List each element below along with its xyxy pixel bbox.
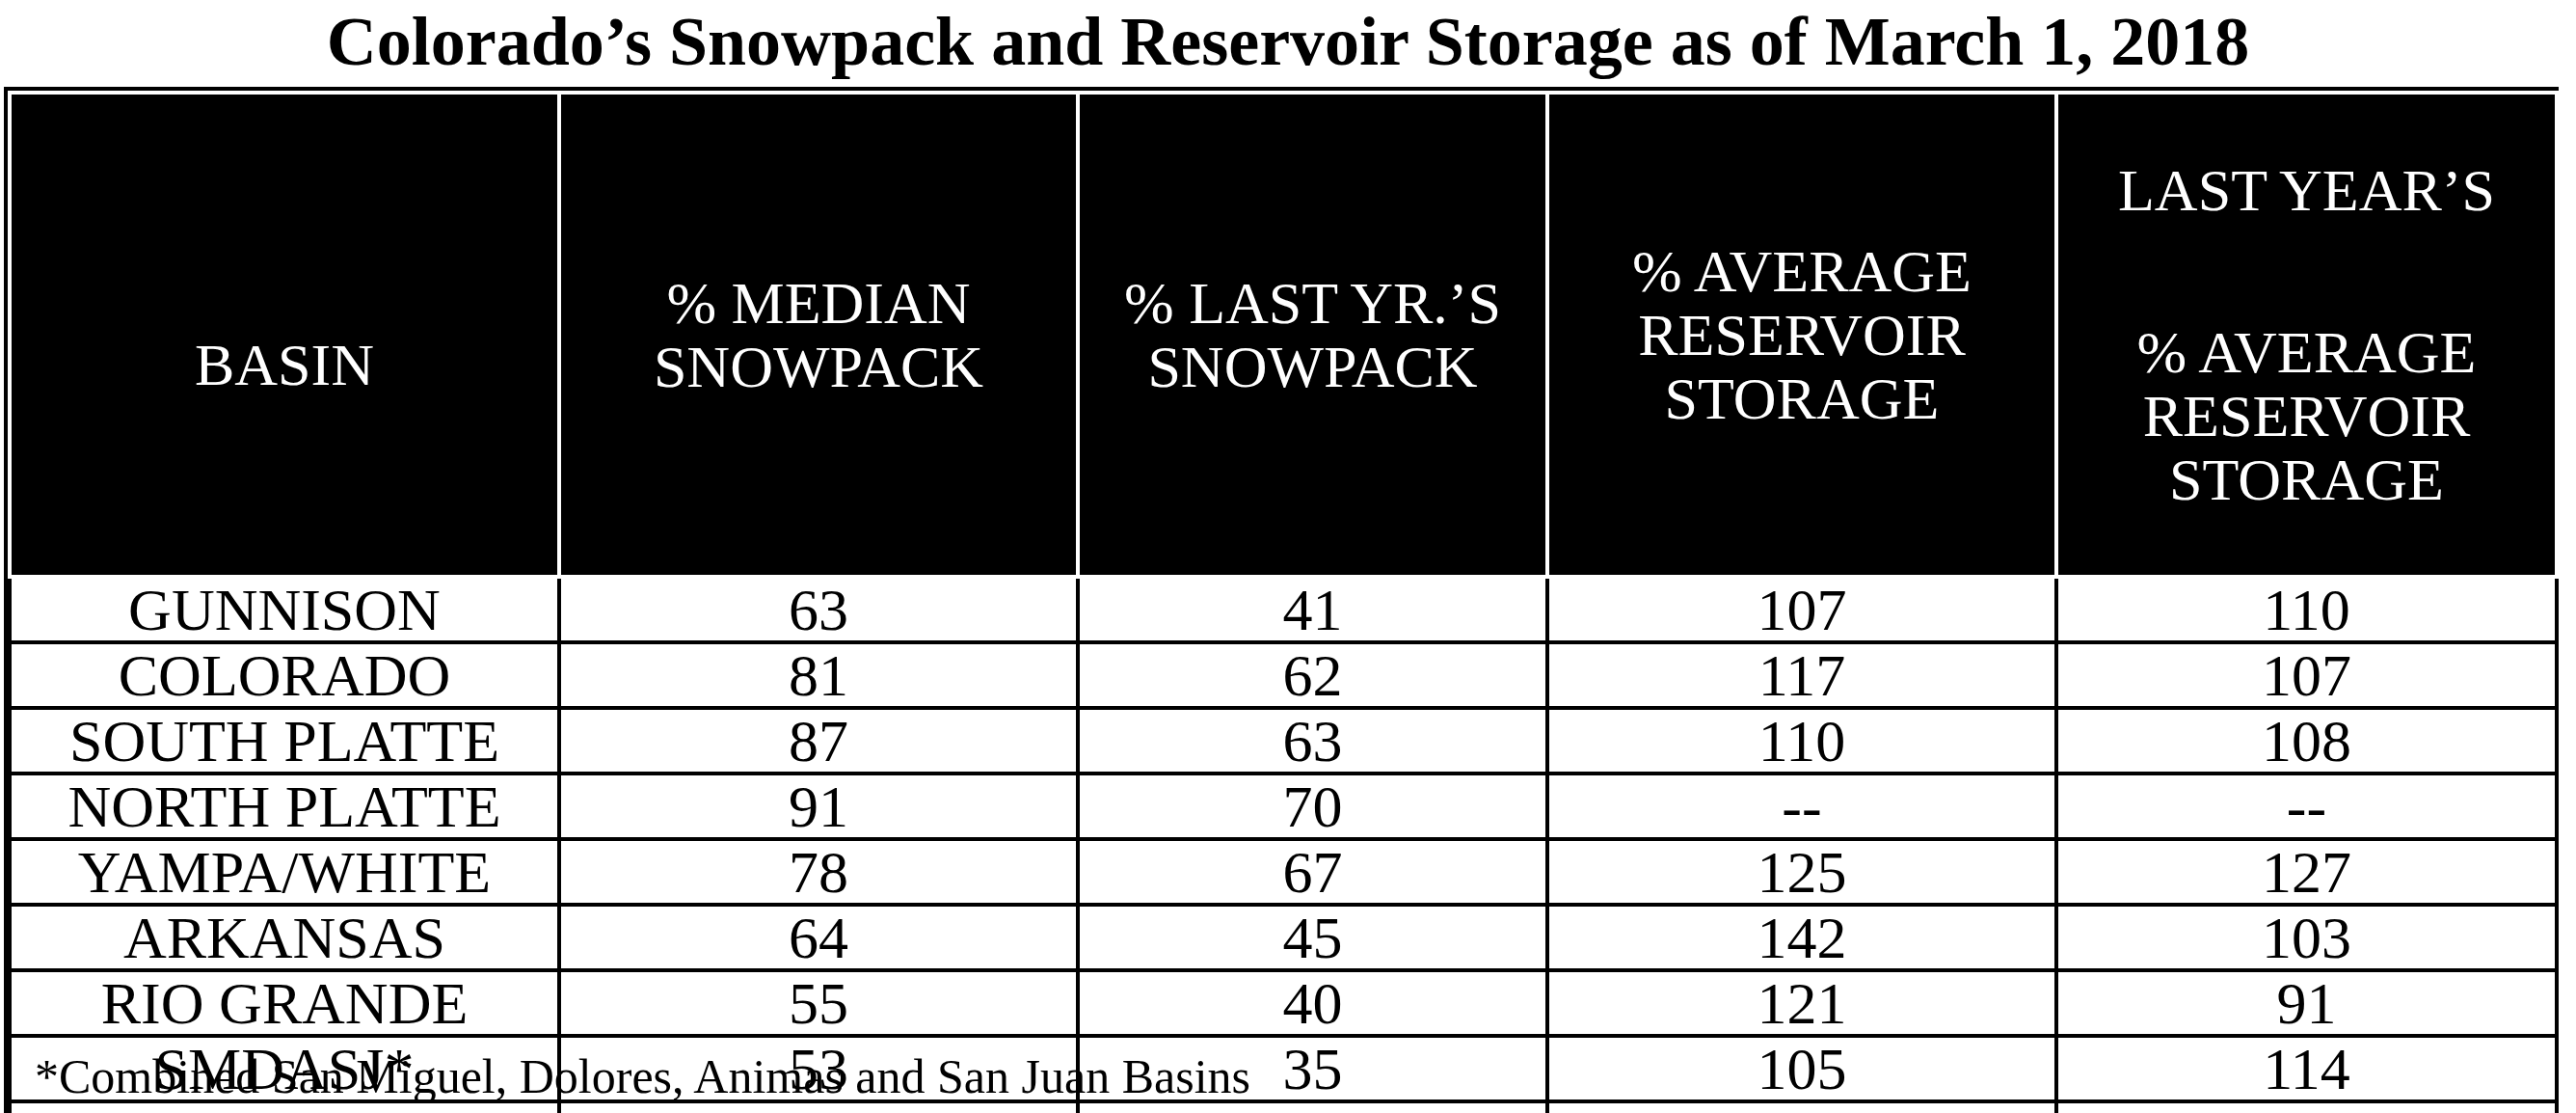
cell-median-snowpack: 64 bbox=[559, 905, 1078, 970]
cell-last-year-avg-reservoir-storage: 108 bbox=[2056, 1101, 2557, 1113]
cell-last-year-snowpack: 45 bbox=[1078, 905, 1547, 970]
cell-last-year-snowpack: 70 bbox=[1078, 774, 1547, 839]
cell-basin: GUNNISON bbox=[10, 577, 559, 642]
cell-basin: COLORADO bbox=[10, 642, 559, 708]
cell-median-snowpack: 91 bbox=[559, 774, 1078, 839]
table-row: SOUTH PLATTE 87 63 110 108 bbox=[10, 708, 2557, 774]
cell-median-snowpack: 63 bbox=[559, 577, 1078, 642]
table-row: ARKANSAS 64 45 142 103 bbox=[10, 905, 2557, 970]
cell-avg-reservoir-storage: 116 bbox=[1547, 1101, 2056, 1113]
cell-basin: RIO GRANDE bbox=[10, 970, 559, 1036]
cell-avg-reservoir-storage: 110 bbox=[1547, 708, 2056, 774]
column-header-median-snowpack: % MEDIAN SNOWPACK bbox=[559, 93, 1078, 577]
cell-last-year-avg-reservoir-storage: -- bbox=[2056, 774, 2557, 839]
header-line-avg-reservoir-storage: % AVERAGE RESERVOIR STORAGE bbox=[2058, 320, 2555, 511]
table-row: NORTH PLATTE 91 70 -- -- bbox=[10, 774, 2557, 839]
table-body: GUNNISON 63 41 107 110 COLORADO 81 62 11… bbox=[10, 577, 2557, 1113]
column-header-avg-reservoir-storage: % AVERAGE RESERVOIR STORAGE bbox=[1547, 93, 2056, 577]
page-title: Colorado’s Snowpack and Reservoir Storag… bbox=[0, 0, 2576, 83]
cell-last-year-avg-reservoir-storage: 110 bbox=[2056, 577, 2557, 642]
table-row: YAMPA/WHITE 78 67 125 127 bbox=[10, 839, 2557, 905]
cell-last-year-snowpack: 62 bbox=[1078, 642, 1547, 708]
cell-last-year-snowpack: 67 bbox=[1078, 839, 1547, 905]
cell-last-year-avg-reservoir-storage: 91 bbox=[2056, 970, 2557, 1036]
cell-avg-reservoir-storage: 125 bbox=[1547, 839, 2056, 905]
cell-avg-reservoir-storage: 107 bbox=[1547, 577, 2056, 642]
cell-last-year-avg-reservoir-storage: 103 bbox=[2056, 905, 2557, 970]
column-header-basin: BASIN bbox=[10, 93, 559, 577]
cell-basin: NORTH PLATTE bbox=[10, 774, 559, 839]
cell-last-year-avg-reservoir-storage: 108 bbox=[2056, 708, 2557, 774]
cell-last-year-snowpack: 63 bbox=[1078, 708, 1547, 774]
column-header-last-year-avg-reservoir-storage: LAST YEAR’S % AVERAGE RESERVOIR STORAGE bbox=[2056, 93, 2557, 577]
cell-basin: YAMPA/WHITE bbox=[10, 839, 559, 905]
table-header: BASIN % MEDIAN SNOWPACK % LAST YR.’S SNO… bbox=[10, 93, 2557, 577]
table-frame: BASIN % MEDIAN SNOWPACK % LAST YR.’S SNO… bbox=[4, 87, 2559, 1113]
header-row: BASIN % MEDIAN SNOWPACK % LAST YR.’S SNO… bbox=[10, 93, 2557, 577]
cell-avg-reservoir-storage: 117 bbox=[1547, 642, 2056, 708]
table-row: GUNNISON 63 41 107 110 bbox=[10, 577, 2557, 642]
footnote: *Combined San Miguel, Dolores, Animas an… bbox=[35, 1047, 1250, 1105]
cell-median-snowpack: 78 bbox=[559, 839, 1078, 905]
table-row: COLORADO 81 62 117 107 bbox=[10, 642, 2557, 708]
cell-last-year-snowpack: 40 bbox=[1078, 970, 1547, 1036]
cell-median-snowpack: 81 bbox=[559, 642, 1078, 708]
cell-last-year-avg-reservoir-storage: 114 bbox=[2056, 1036, 2557, 1101]
header-line-last-years: LAST YEAR’S bbox=[2058, 158, 2555, 222]
cell-median-snowpack: 55 bbox=[559, 970, 1078, 1036]
cell-last-year-snowpack: 41 bbox=[1078, 577, 1547, 642]
cell-avg-reservoir-storage: -- bbox=[1547, 774, 2056, 839]
snowpack-reservoir-table: BASIN % MEDIAN SNOWPACK % LAST YR.’S SNO… bbox=[8, 91, 2559, 1113]
cell-basin: SOUTH PLATTE bbox=[10, 708, 559, 774]
table-row: RIO GRANDE 55 40 121 91 bbox=[10, 970, 2557, 1036]
cell-last-year-avg-reservoir-storage: 107 bbox=[2056, 642, 2557, 708]
column-header-last-year-snowpack: % LAST YR.’S SNOWPACK bbox=[1078, 93, 1547, 577]
cell-median-snowpack: 87 bbox=[559, 708, 1078, 774]
cell-avg-reservoir-storage: 142 bbox=[1547, 905, 2056, 970]
cell-last-year-avg-reservoir-storage: 127 bbox=[2056, 839, 2557, 905]
cell-avg-reservoir-storage: 121 bbox=[1547, 970, 2056, 1036]
cell-basin: ARKANSAS bbox=[10, 905, 559, 970]
cell-avg-reservoir-storage: 105 bbox=[1547, 1036, 2056, 1101]
